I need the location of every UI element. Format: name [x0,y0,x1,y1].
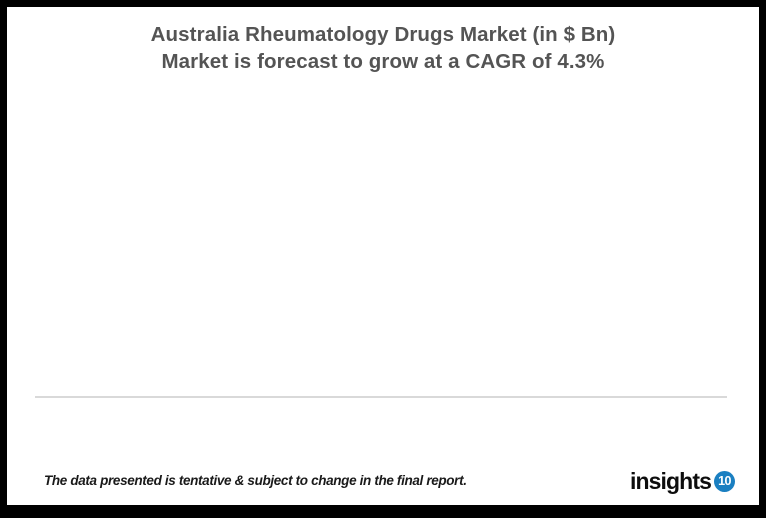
chart-title: Australia Rheumatology Drugs Market (in … [150,23,616,46]
chart-canvas: Australia Rheumatology Drugs Market (in … [7,7,759,505]
logo-badge-icon: 10 [714,470,735,492]
disclaimer-text: The data presented is tentative & subjec… [44,473,467,488]
chart-subtitle: Market is forecast to grow at a CAGR of … [161,50,605,73]
x-axis-line [35,396,727,398]
chart-title-block: Australia Rheumatology Drugs Market (in … [7,21,759,75]
plot-area: 0.733 2022 1.026 2030F [7,7,759,505]
chart-footer: The data presented is tentative & subjec… [7,462,759,505]
logo-wordmark: insights [630,468,712,494]
insights10-logo: insights 10 [630,468,735,494]
